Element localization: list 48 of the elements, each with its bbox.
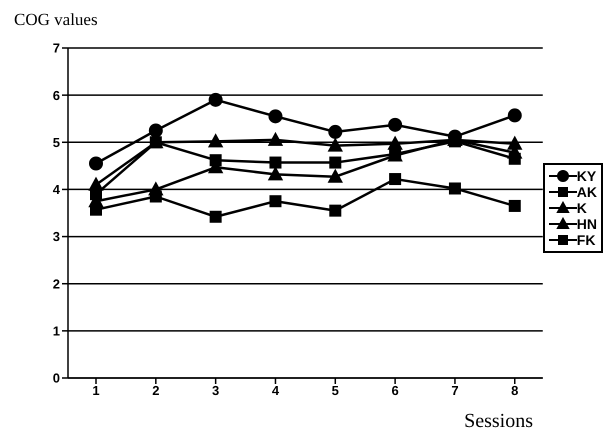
point	[328, 124, 342, 139]
y-tick-label: 0	[52, 370, 60, 386]
point	[90, 204, 102, 216]
point	[89, 156, 103, 170]
x-tick-label: 2	[152, 383, 160, 398]
x-axis-title: Sessions	[464, 410, 533, 433]
point	[269, 195, 282, 208]
point	[328, 170, 342, 183]
point	[269, 156, 282, 169]
point	[329, 156, 342, 169]
y-tick-label: 2	[52, 276, 60, 292]
point	[210, 210, 222, 223]
legend-label: AK	[576, 184, 597, 200]
x-tick-label: 3	[212, 383, 220, 398]
point	[89, 178, 103, 191]
point	[150, 190, 162, 202]
point	[448, 182, 461, 194]
point	[329, 204, 342, 217]
legend-label: HN	[576, 216, 597, 232]
y-tick-label: 4	[52, 182, 61, 198]
x-tick-label: 6	[392, 383, 399, 398]
y-tick-label: 5	[52, 134, 60, 150]
x-tick-label: 4	[272, 383, 280, 398]
point	[268, 109, 282, 124]
point	[328, 138, 342, 152]
point	[208, 92, 223, 107]
y-tick-label: 7	[52, 40, 60, 56]
point	[268, 167, 282, 180]
x-tick-label: 7	[451, 383, 459, 398]
point	[148, 124, 163, 138]
point	[388, 136, 402, 150]
point	[508, 200, 521, 212]
x-tick-label: 1	[92, 383, 100, 398]
point	[508, 136, 522, 150]
x-tick-label: 5	[332, 383, 339, 398]
point	[208, 134, 223, 148]
point	[389, 173, 402, 186]
y-tick-label: 6	[52, 88, 60, 103]
y-axis-title: COG values	[14, 10, 98, 30]
legend-label: K	[576, 200, 587, 216]
legend-label: KY	[576, 168, 596, 184]
point	[508, 108, 522, 122]
point	[388, 118, 402, 132]
x-tick-label: 8	[511, 383, 518, 398]
y-tick-label: 3	[52, 229, 60, 244]
point	[268, 132, 282, 146]
legend-label: FK	[576, 232, 596, 248]
y-tick-label: 1	[52, 323, 60, 338]
